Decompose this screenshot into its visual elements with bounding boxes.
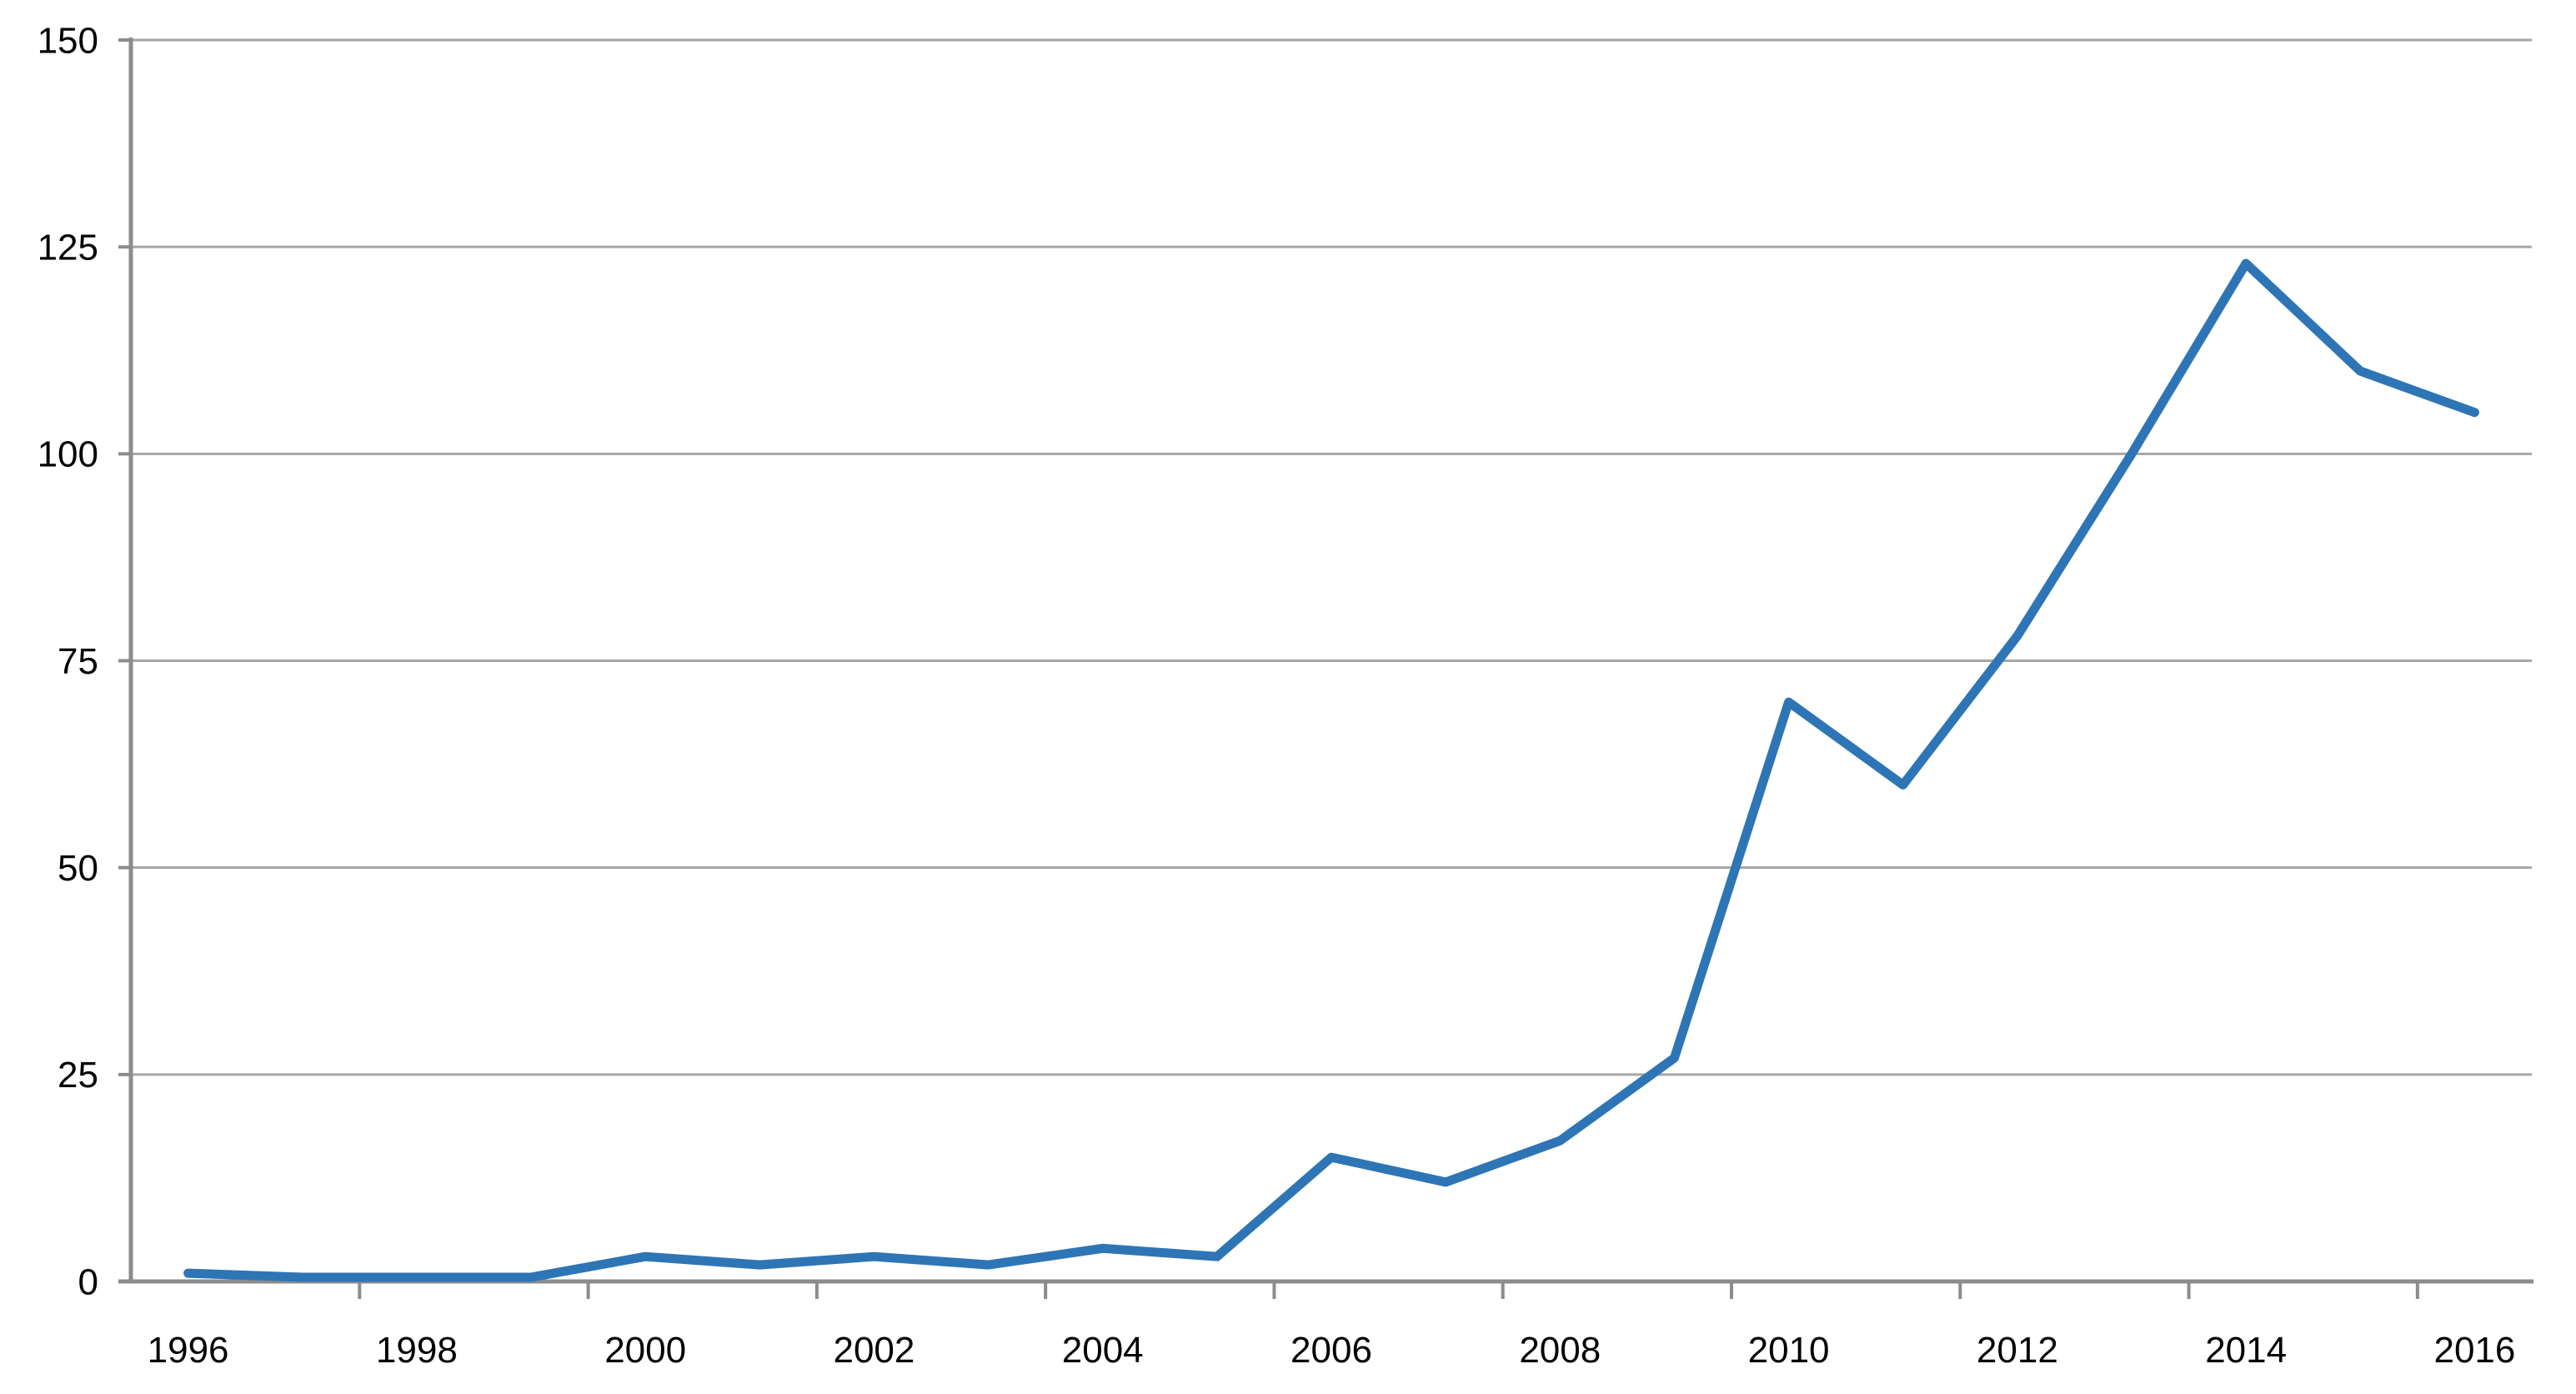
x-tick-label: 2002 [833, 1330, 915, 1371]
x-tick-label: 1998 [376, 1330, 458, 1371]
y-tick-label: 100 [38, 434, 98, 475]
x-tick-label: 2010 [1748, 1330, 1830, 1371]
y-tick-label: 150 [38, 20, 98, 61]
x-tick-label: 2004 [1062, 1330, 1144, 1371]
y-tick-label: 125 [38, 228, 98, 268]
x-tick-label: 1996 [148, 1330, 229, 1371]
gridlines [131, 38, 2532, 1076]
x-tick-label: 2000 [604, 1330, 686, 1371]
x-tick-label: 2016 [2433, 1330, 2515, 1371]
x-tick-label: 2008 [1519, 1330, 1601, 1371]
x-tick-labels: 1996 1998 2000 2002 2004 2006 2008 2010 2012 2014… [148, 1330, 2516, 1371]
x-tick-label: 2006 [1291, 1330, 1372, 1371]
y-tick-label: 50 [58, 848, 98, 889]
y-tick-labels: 0 25 50 75 100 125 150 [38, 20, 98, 1302]
x-tick-label: 2012 [1977, 1330, 2058, 1371]
x-tick-label: 2014 [2205, 1330, 2287, 1371]
data-series-line [183, 258, 2479, 1282]
y-tick-label: 0 [78, 1261, 98, 1302]
y-tick-label: 25 [58, 1055, 98, 1096]
y-tick-label: 75 [58, 641, 98, 682]
